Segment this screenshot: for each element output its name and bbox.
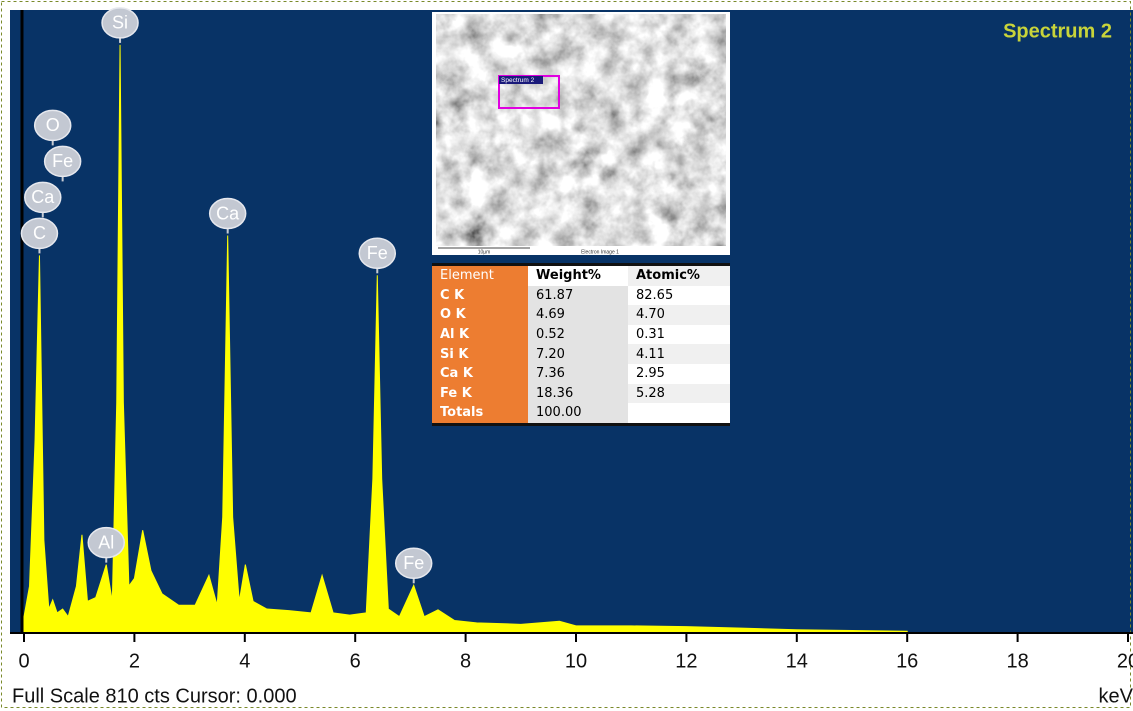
table-cell: 0.31 — [628, 325, 730, 345]
scale-bar-label: 10µm — [478, 249, 491, 255]
x-axis-label: keV — [1099, 685, 1133, 707]
table-cell: 100.00 — [528, 403, 628, 424]
peak-label-text: O — [46, 115, 60, 135]
x-tick-label: 0 — [18, 650, 29, 672]
x-tick-label: 8 — [460, 650, 471, 672]
electron-image: Spectrum 2 10µm Electron Image 1 — [432, 12, 730, 255]
peak-label-text: Ca — [31, 187, 55, 207]
table-cell: Ca K — [432, 364, 528, 384]
page: {"chart_data": {"type": "area", "title":… — [0, 0, 1133, 711]
table-cell: 18.36 — [528, 384, 628, 404]
table-cell: Totals — [432, 403, 528, 424]
table-cell: 4.70 — [628, 305, 730, 325]
table-cell-empty — [628, 403, 730, 424]
peak-label-text: Fe — [367, 243, 388, 263]
x-tick-label: 20 — [1117, 650, 1133, 672]
x-tick-label: 2 — [129, 650, 140, 672]
x-tick-label: 4 — [239, 650, 250, 672]
x-tick-label: 14 — [786, 650, 808, 672]
region-label: Spectrum 2 — [501, 77, 535, 84]
table-cell: 0.52 — [528, 325, 628, 345]
peak-label-text: Fe — [52, 151, 73, 171]
x-tick-label: 12 — [675, 650, 697, 672]
header-cell: Element — [432, 265, 528, 286]
table-cell: Al K — [432, 325, 528, 345]
header-cell: Weight% — [528, 265, 628, 286]
table-cell: Fe K — [432, 384, 528, 404]
table-cell: C K — [432, 286, 528, 306]
peak-label-text: Fe — [403, 553, 424, 573]
table-cell: O K — [432, 305, 528, 325]
x-tick-label: 10 — [565, 650, 587, 672]
table-cell: 7.36 — [528, 364, 628, 384]
table-cell: 7.20 — [528, 344, 628, 364]
peak-label-text: C — [33, 223, 46, 243]
footer-text: Full Scale 810 cts Cursor: 0.000 — [12, 685, 297, 707]
peak-label-text: Si — [112, 13, 128, 33]
table-cell: 82.65 — [628, 286, 730, 306]
x-tick-label: 16 — [896, 650, 918, 672]
sem-image — [436, 14, 726, 246]
peak-label-text: Ca — [216, 203, 240, 223]
peak-label-text: Al — [98, 532, 114, 552]
table-cell: 4.69 — [528, 305, 628, 325]
table-cell: 2.95 — [628, 364, 730, 384]
header-cell: Atomic% — [628, 265, 730, 286]
image-caption: Electron Image 1 — [581, 249, 619, 255]
x-tick-label: 6 — [350, 650, 361, 672]
table-cell: Si K — [432, 344, 528, 364]
table-cell: 4.11 — [628, 344, 730, 364]
chart-title: Spectrum 2 — [1003, 20, 1112, 42]
x-tick-label: 18 — [1006, 650, 1028, 672]
table-cell: 5.28 — [628, 384, 730, 404]
table-cell: 61.87 — [528, 286, 628, 306]
